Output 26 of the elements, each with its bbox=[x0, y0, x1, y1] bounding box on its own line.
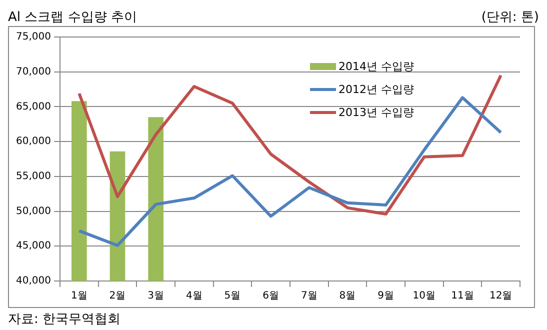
y-tick-label: 60,000 bbox=[16, 136, 51, 148]
x-tick-label: 1월 bbox=[70, 290, 88, 302]
x-tick-label: 9월 bbox=[378, 290, 394, 302]
y-tick-label: 75,000 bbox=[16, 32, 51, 43]
legend-label: 2013년 수입량 bbox=[338, 105, 414, 121]
x-tick-label: 3월 bbox=[148, 290, 164, 302]
x-tick-label: 12월 bbox=[489, 290, 512, 302]
x-tick-label: 5월 bbox=[224, 290, 241, 302]
x-tick-label: 7월 bbox=[300, 290, 318, 302]
y-tick-label: 50,000 bbox=[16, 206, 51, 217]
x-tick-label: 11월 bbox=[451, 290, 474, 302]
y-tick-label: 45,000 bbox=[16, 240, 51, 252]
text: (단위: 톤) bbox=[481, 9, 539, 26]
y-tick-label: 55,000 bbox=[16, 171, 51, 182]
x-tick-label: 6월 bbox=[262, 290, 280, 302]
y-tick-label: 65,000 bbox=[16, 101, 51, 112]
x-tick-label: 4월 bbox=[186, 290, 202, 302]
x-tick-label: 10월 bbox=[412, 290, 436, 302]
text: 자료: 한국무역협회 bbox=[8, 311, 122, 328]
y-tick-label: 70,000 bbox=[16, 66, 51, 78]
legend-label: 2012년 수입량 bbox=[338, 82, 414, 98]
x-tick-label: 8월 bbox=[339, 290, 356, 302]
chart-title: Al 스크랩 수입량 추이 bbox=[8, 9, 137, 26]
x-tick-label: 2월 bbox=[109, 290, 126, 302]
y-tick-label: 40,000 bbox=[16, 276, 51, 287]
legend-label: 2014년 수입량 bbox=[338, 59, 414, 75]
